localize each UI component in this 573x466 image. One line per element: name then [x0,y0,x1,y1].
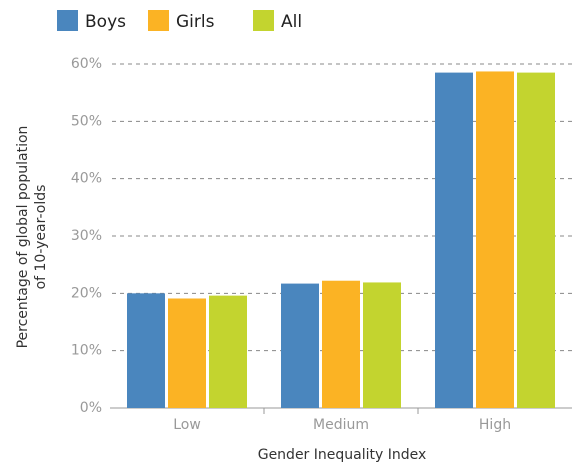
bar [127,293,165,408]
bar [322,280,360,408]
legend-label: Girls [176,12,215,32]
x-tick-label: Low [173,417,201,433]
bar [476,71,514,408]
bar [517,72,555,408]
y-tick-label: 50% [71,113,102,129]
bar [281,283,319,408]
bar [209,295,247,408]
y-axis-title-line: of 10-year-olds [33,185,49,290]
legend-label: All [281,12,302,32]
y-tick-label: 30% [71,228,102,244]
y-axis-title-line: Percentage of global population [15,126,31,349]
legend-swatch [253,10,274,31]
bar [435,72,473,408]
x-tick-label: High [479,417,511,433]
y-tick-label: 60% [71,56,102,72]
bar [363,282,401,408]
y-tick-label: 20% [71,285,102,301]
x-tick-label: Medium [313,417,369,433]
y-tick-label: 0% [80,400,102,416]
legend-swatch [148,10,169,31]
y-axis-title: Percentage of global population of 10-ye… [15,126,49,349]
legend-label: Boys [85,12,126,32]
y-tick-label: 10% [71,343,102,359]
legend-swatch [57,10,78,31]
bar [168,298,206,408]
y-tick-label: 40% [71,171,102,187]
x-axis-title: Gender Inequality Index [258,447,427,463]
